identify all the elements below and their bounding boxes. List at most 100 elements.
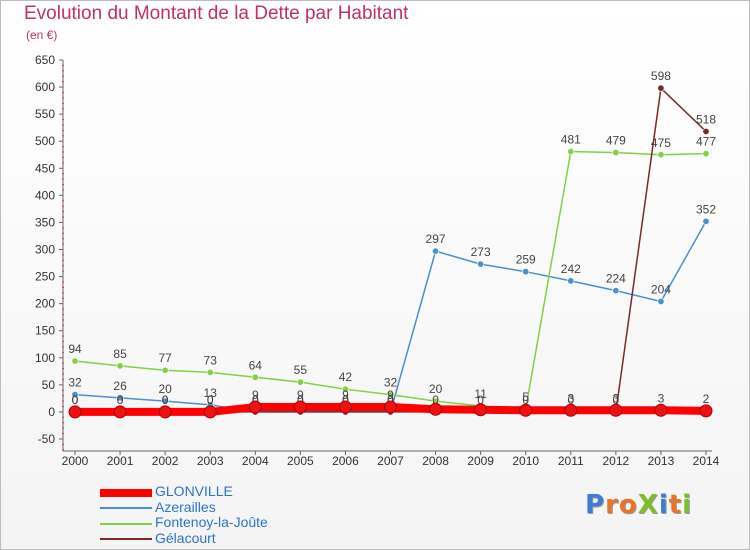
data-label-3: 0 — [613, 393, 620, 407]
series-point-0 — [248, 400, 262, 414]
series-point-1 — [477, 260, 485, 268]
data-label-3: 0 — [342, 393, 349, 407]
data-label-1: 297 — [426, 232, 446, 246]
data-label-1: 204 — [651, 282, 671, 296]
data-label-1: 352 — [696, 202, 716, 216]
data-label-2: 477 — [696, 135, 716, 149]
legend-swatch — [100, 488, 152, 497]
series-point-2 — [386, 391, 394, 399]
legend-label: GLONVILLE — [155, 483, 233, 499]
series-point-0 — [474, 403, 488, 417]
brand-letter: t — [668, 490, 683, 520]
y-tick-label: 100 — [35, 351, 55, 365]
data-label-0: 9 — [297, 388, 304, 402]
data-label-3: 0 — [432, 393, 439, 407]
series-point-1 — [702, 217, 710, 225]
series-point-3 — [702, 127, 710, 135]
y-tick-label: 200 — [35, 297, 55, 311]
y-tick-label: 150 — [35, 324, 55, 338]
data-label-2: 475 — [651, 136, 671, 150]
data-label-1: 242 — [561, 262, 581, 276]
x-tick-label: 2001 — [107, 454, 134, 468]
data-label-0: 0 — [207, 393, 214, 407]
data-label-3: 0 — [297, 393, 304, 407]
data-label-2: 42 — [339, 370, 353, 384]
x-tick-label: 2008 — [422, 454, 449, 468]
data-label-0: 9 — [252, 388, 259, 402]
data-label-0: 3 — [613, 391, 620, 405]
data-label-1: 0 — [342, 393, 349, 407]
data-label-1: 32 — [68, 376, 82, 390]
series-point-0 — [654, 403, 668, 417]
series-point-2 — [341, 385, 349, 393]
y-tick-label: 650 — [35, 53, 55, 67]
data-label-0: 9 — [342, 388, 349, 402]
data-label-3: 0 — [207, 393, 214, 407]
series-point-1 — [432, 247, 440, 255]
series-point-0 — [384, 400, 397, 414]
data-label-3: 0 — [72, 393, 79, 407]
legend-label: Fontenoy-la-Joûte — [155, 514, 268, 530]
series-point-1 — [567, 277, 575, 285]
x-tick-label: 2011 — [558, 454, 584, 468]
data-label-2: 32 — [384, 376, 398, 390]
series-point-1 — [657, 297, 665, 305]
x-tick-label: 2013 — [648, 454, 675, 468]
x-tick-label: 2012 — [603, 454, 630, 468]
data-label-3: 0 — [252, 393, 259, 407]
data-label-0: 0 — [162, 393, 169, 407]
series-point-0 — [609, 403, 623, 417]
y-tick-label: 300 — [35, 243, 55, 257]
legend-label: Gélacourt — [155, 529, 216, 546]
data-label-0: 3 — [658, 391, 665, 405]
brand-letter: o — [618, 490, 638, 520]
x-tick-label: 2004 — [242, 454, 269, 468]
data-label-1: 26 — [113, 379, 127, 393]
y-tick-label: -50 — [38, 432, 56, 446]
data-label-2: 479 — [606, 134, 626, 148]
data-label-2: 55 — [294, 363, 308, 377]
series-point-2 — [657, 151, 665, 159]
data-label-2: 85 — [113, 347, 127, 361]
data-label-3: 0 — [117, 393, 124, 407]
series-point-2 — [206, 368, 214, 376]
brand-letter: X — [637, 490, 659, 520]
y-tick-label: 600 — [35, 80, 55, 94]
brand-letter: r — [605, 490, 619, 520]
series-point-0 — [564, 403, 578, 417]
x-tick-label: 2010 — [512, 454, 539, 468]
series-point-0 — [699, 404, 713, 418]
data-label-2: 5 — [522, 390, 529, 404]
series-point-2 — [71, 357, 79, 365]
series-point-2 — [116, 362, 124, 370]
series-point-1 — [71, 391, 79, 399]
data-label-3: 0 — [567, 393, 574, 407]
y-tick-label: 550 — [35, 107, 55, 121]
data-label-1: 20 — [158, 382, 172, 396]
data-label-2: 73 — [204, 353, 218, 367]
data-label-0: 3 — [567, 391, 574, 405]
x-tick-label: 2009 — [467, 454, 494, 468]
series-point-0 — [113, 405, 127, 419]
series-point-0 — [68, 405, 82, 419]
legend-swatch — [100, 507, 152, 510]
series-point-1 — [612, 287, 620, 295]
y-tick-label: 350 — [35, 215, 55, 229]
data-label-3: 0 — [477, 393, 484, 407]
data-label-0: 0 — [117, 393, 124, 407]
brand-letter: P — [585, 490, 606, 520]
y-tick-label: 450 — [35, 161, 55, 175]
brand-logo: ProXiti — [585, 490, 692, 520]
data-label-0: 0 — [72, 393, 79, 407]
series-point-2 — [702, 150, 710, 158]
data-label-1: 259 — [516, 253, 536, 267]
y-tick-label: 0 — [48, 405, 55, 419]
series-point-1 — [116, 394, 124, 402]
data-label-2: 64 — [249, 358, 263, 372]
series-point-2 — [251, 373, 259, 381]
data-label-3: 518 — [696, 112, 716, 126]
x-tick-label: 2005 — [287, 454, 314, 468]
series-point-0 — [338, 400, 352, 414]
data-label-2: 77 — [158, 351, 172, 365]
